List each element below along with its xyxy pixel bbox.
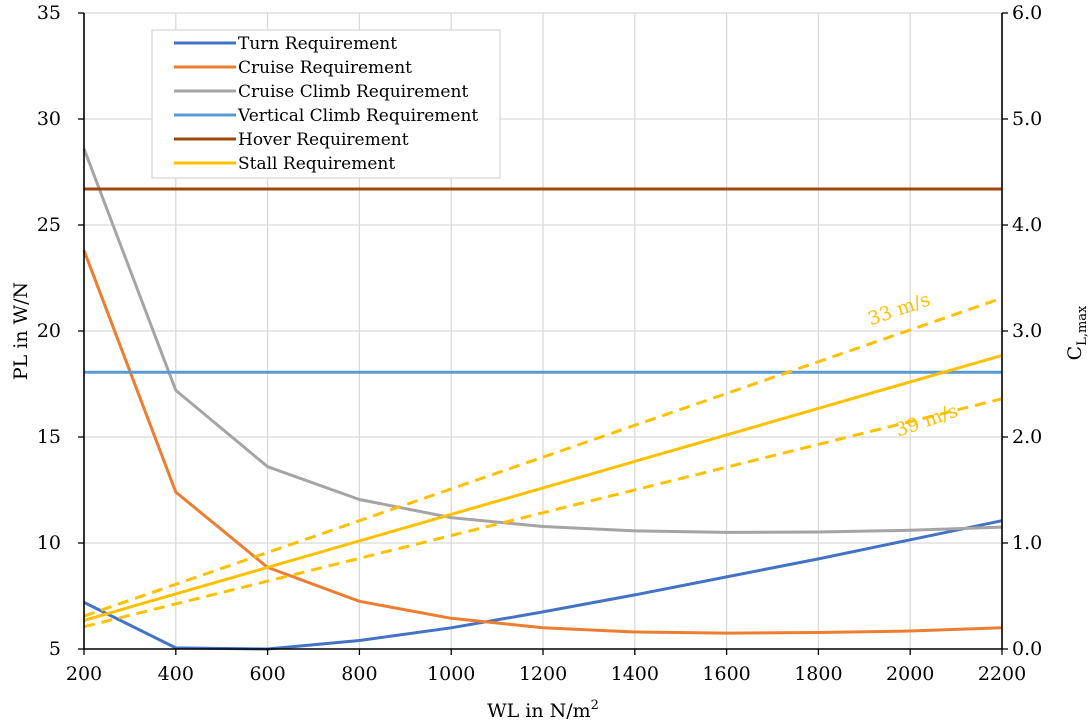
x-axis-title: WL in N/m2 bbox=[487, 698, 599, 722]
y2-tick-label: 4.0 bbox=[1012, 214, 1042, 236]
x-axis-title-superscript: 2 bbox=[591, 698, 599, 713]
y2-tick-label: 3.0 bbox=[1012, 320, 1042, 342]
x-tick-label: 1000 bbox=[427, 663, 475, 685]
legend-box bbox=[151, 29, 501, 179]
x-tick-label: 2000 bbox=[886, 663, 934, 685]
y-tick-label: 15 bbox=[37, 426, 61, 448]
legend-label: Hover Requirement bbox=[238, 130, 409, 150]
annotation-1: 39 m/s bbox=[893, 400, 961, 442]
legend-label: Stall Requirement bbox=[238, 154, 395, 174]
y-tick-label: 20 bbox=[37, 320, 61, 342]
x-tick-label: 1200 bbox=[519, 663, 567, 685]
x-tick-label: 1600 bbox=[702, 663, 750, 685]
y2-tick-label: 5.0 bbox=[1012, 108, 1042, 130]
y2-axis-title-subscript: L,max bbox=[1075, 305, 1090, 346]
y-tick-label: 5 bbox=[49, 638, 61, 660]
x-tick-label: 1800 bbox=[794, 663, 842, 685]
y2-tick-label: 6.0 bbox=[1012, 2, 1042, 24]
y-tick-label: 35 bbox=[37, 2, 61, 24]
series-line-7 bbox=[83, 397, 1003, 629]
y2-tick-label: 2.0 bbox=[1012, 426, 1042, 448]
series-line-5 bbox=[83, 353, 1003, 622]
x-tick-label: 200 bbox=[66, 663, 102, 685]
x-tick-label: 800 bbox=[341, 663, 377, 685]
y2-axis-title: CL,max bbox=[1064, 305, 1090, 360]
legend-label: Cruise Requirement bbox=[238, 58, 412, 78]
x-tick-label: 400 bbox=[158, 663, 194, 685]
legend-label: Vertical Climb Requirement bbox=[237, 106, 478, 126]
legend-label: Turn Requirement bbox=[238, 34, 397, 54]
y-tick-label: 10 bbox=[37, 532, 61, 554]
x-tick-label: 1400 bbox=[611, 663, 659, 685]
x-tick-label: 600 bbox=[249, 663, 285, 685]
legend-label: Cruise Climb Requirement bbox=[238, 82, 468, 102]
series-line-1 bbox=[82, 249, 1003, 635]
series-line-2 bbox=[82, 148, 1003, 534]
x-tick-label: 2200 bbox=[978, 663, 1026, 685]
y2-tick-label: 0.0 bbox=[1012, 638, 1042, 660]
y-axis-title: PL in W/N bbox=[10, 282, 32, 380]
y-tick-label: 25 bbox=[37, 214, 61, 236]
y-tick-label: 30 bbox=[37, 108, 61, 130]
y2-tick-label: 1.0 bbox=[1012, 532, 1042, 554]
